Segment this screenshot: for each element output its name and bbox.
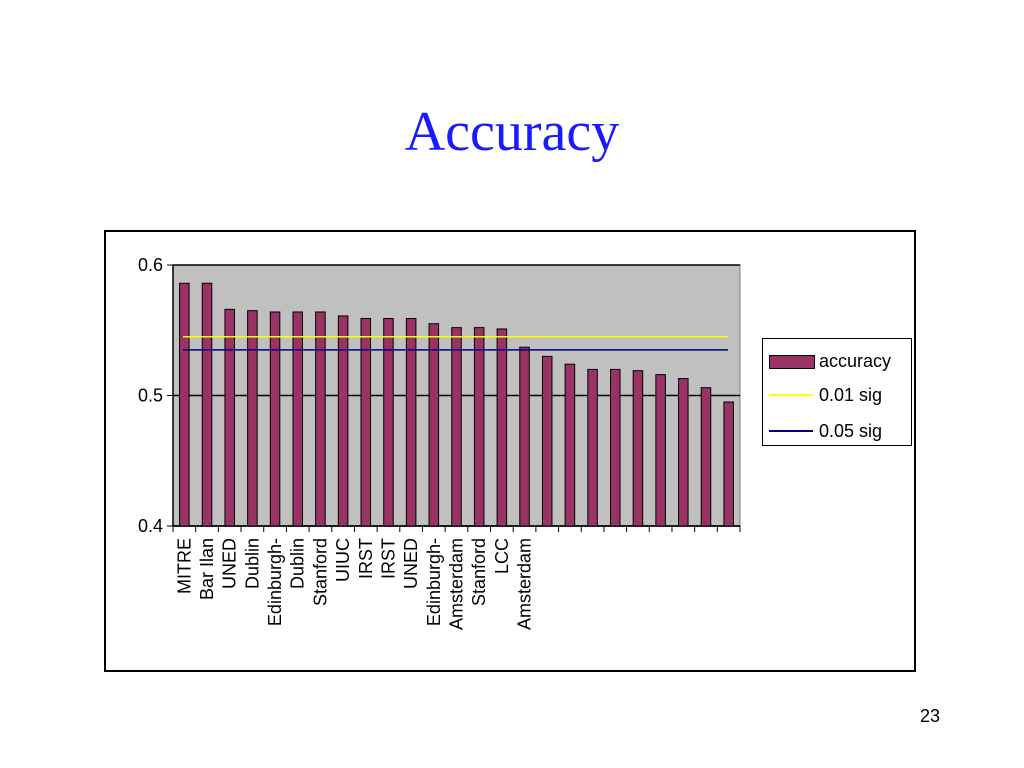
x-tick-label-1: Bar Ilan bbox=[197, 538, 217, 600]
legend-swatch-accuracy bbox=[769, 355, 815, 369]
bar-6 bbox=[315, 311, 326, 527]
x-tick-label-11: Edinburgh- bbox=[424, 538, 444, 626]
bar-21 bbox=[655, 374, 666, 527]
bar-13 bbox=[473, 327, 485, 527]
y-tick-label-2: 0.6 bbox=[138, 255, 163, 275]
bar-3 bbox=[247, 310, 258, 527]
x-tick-label-10: UNED bbox=[401, 538, 421, 589]
x-tick-label-7: UIUC bbox=[333, 538, 353, 582]
chart-legend: accuracy 0.01 sig 0.05 sig bbox=[762, 338, 912, 446]
x-tick-label-15: Amsterdam bbox=[515, 538, 535, 630]
bar-15 bbox=[519, 346, 530, 527]
x-tick-label-12: Amsterdam bbox=[447, 538, 467, 630]
bar-1 bbox=[201, 282, 213, 527]
x-tick-label-14: LCC bbox=[492, 538, 512, 574]
x-tick-label-5: Dublin bbox=[288, 538, 308, 589]
x-tick-label-2: UNED bbox=[220, 538, 240, 589]
legend-label-sig01: 0.01 sig bbox=[819, 385, 883, 405]
bar-16 bbox=[541, 355, 553, 527]
bar-12 bbox=[451, 327, 462, 527]
bar-0 bbox=[179, 282, 190, 527]
x-tick-label-4: Edinburgh- bbox=[265, 538, 285, 626]
bar-4 bbox=[269, 311, 281, 527]
x-tick-label-0: MITRE bbox=[174, 538, 194, 594]
bar-5 bbox=[292, 311, 304, 527]
legend-label-accuracy: accuracy bbox=[819, 351, 892, 371]
bar-11 bbox=[428, 323, 440, 527]
bar-18 bbox=[587, 368, 598, 527]
bar-19 bbox=[609, 368, 621, 527]
chart-frame: 0.4 0.5 0.6 MITRE Bar Ilan UNED Dublin Edinburg… bbox=[104, 230, 916, 672]
bar-22 bbox=[678, 378, 689, 527]
x-tick-label-3: Dublin bbox=[242, 538, 262, 589]
bar-23 bbox=[700, 387, 712, 527]
bar-17 bbox=[564, 363, 576, 527]
bar-10 bbox=[405, 318, 417, 527]
legend-label-sig05: 0.05 sig bbox=[819, 421, 883, 441]
y-tick-label-1: 0.5 bbox=[138, 386, 163, 406]
x-tick-label-9: IRST bbox=[378, 538, 398, 579]
bar-9 bbox=[383, 318, 394, 527]
bar-2 bbox=[224, 308, 235, 527]
y-tick-label-0: 0.4 bbox=[138, 516, 163, 536]
bar-7 bbox=[337, 315, 349, 527]
x-tick-label-8: IRST bbox=[356, 538, 376, 579]
legend-swatch-sig01 bbox=[769, 394, 813, 396]
x-tick-label-13: Stanford bbox=[469, 538, 489, 606]
bar-14 bbox=[496, 328, 508, 527]
bar-20 bbox=[632, 370, 644, 527]
bar-24 bbox=[723, 401, 734, 527]
x-tick-label-6: Stanford bbox=[310, 538, 330, 606]
bar-8 bbox=[360, 318, 372, 527]
page-number: 23 bbox=[919, 706, 940, 726]
legend-swatch-sig05 bbox=[769, 430, 813, 432]
slide-title: Accuracy bbox=[404, 101, 620, 163]
